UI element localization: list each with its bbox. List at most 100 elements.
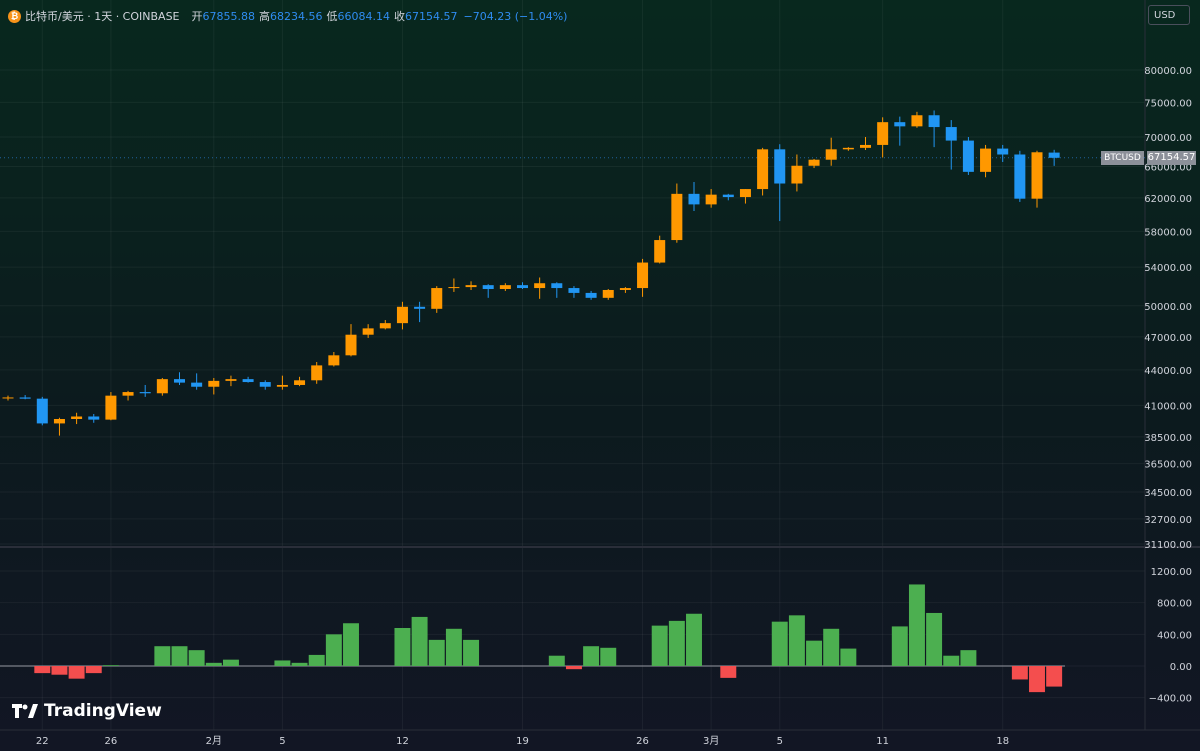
close-value: 67154.57 <box>405 9 458 23</box>
tradingview-logo[interactable]: TradingView <box>12 701 162 721</box>
candle-body <box>174 379 185 383</box>
candle-body <box>259 382 271 387</box>
price-tick-label: 34500.00 <box>1144 488 1192 499</box>
histogram-bar <box>68 666 85 679</box>
histogram-bar <box>308 654 325 666</box>
candle-body <box>568 288 580 293</box>
histogram-tick-label: 0.00 <box>1170 662 1192 673</box>
histogram-bar <box>85 666 102 674</box>
price-tick-label: 58000.00 <box>1144 227 1192 238</box>
candle-body <box>208 380 220 387</box>
candle-body <box>619 288 631 290</box>
close-label: 收 <box>394 10 405 23</box>
low-value: 66084.14 <box>337 9 391 23</box>
histogram-bar <box>325 634 342 666</box>
candle-body <box>122 392 134 396</box>
grid-lines <box>0 0 1200 731</box>
candle-body <box>105 395 117 420</box>
histogram-bar <box>565 666 582 670</box>
histogram-bar <box>154 646 171 666</box>
candle-body <box>1048 152 1060 158</box>
candle-body <box>722 194 734 198</box>
histogram-bar <box>583 646 600 666</box>
candle-body <box>448 287 460 289</box>
histogram-bar <box>102 665 119 666</box>
histogram-tick-label: 1200.00 <box>1151 567 1192 578</box>
price-tick-label: 32700.00 <box>1144 515 1192 526</box>
histogram-bar <box>188 650 205 666</box>
price-tick-label: 31100.00 <box>1144 540 1192 551</box>
candle-body <box>71 416 83 419</box>
price-tick-label: 36500.00 <box>1144 460 1192 471</box>
candle-body <box>362 328 374 335</box>
histogram-bar <box>1029 666 1045 693</box>
candle-body <box>379 323 391 329</box>
price-tick-label: 44000.00 <box>1144 366 1192 377</box>
chart-header: ₿ 比特币/美元 · 1天 · COINBASE 开 67855.88 高 6823… <box>8 8 567 24</box>
last-price-tag: 67154.57 <box>1147 151 1196 165</box>
price-tick-label: 54000.00 <box>1144 263 1192 274</box>
candle-body <box>602 289 614 298</box>
histogram-bar <box>171 646 188 666</box>
time-tick-label: 22 <box>36 736 49 747</box>
high-label: 高 <box>259 10 270 23</box>
candle-body <box>345 334 357 356</box>
histogram-tick-label: 800.00 <box>1157 599 1192 610</box>
histogram-bar <box>463 639 480 666</box>
open-label: 开 <box>191 10 203 23</box>
change-value: −704.23 (−1.04%) <box>463 9 568 23</box>
candle-body <box>860 144 871 148</box>
candle-body <box>705 194 717 205</box>
candle-body <box>36 398 48 424</box>
time-tick-label: 11 <box>876 736 889 747</box>
bitcoin-icon: ₿ <box>8 9 21 23</box>
candle-body <box>774 149 786 184</box>
candle-body <box>877 122 889 145</box>
symbol-title[interactable]: 比特币/美元 · 1天 · COINBASE <box>25 10 180 23</box>
candle-body <box>894 122 906 127</box>
time-tick-label: 5 <box>279 736 285 747</box>
histogram-bar <box>394 628 411 666</box>
histogram-bar <box>411 616 428 666</box>
histogram-bar <box>34 666 51 674</box>
time-tick-label: 3月 <box>703 735 719 747</box>
candle-body <box>499 285 511 290</box>
candle-body <box>757 149 769 190</box>
time-tick-label: 26 <box>105 736 118 747</box>
candle-body <box>294 380 306 385</box>
histogram-bar <box>428 639 445 666</box>
candle-body <box>276 384 288 387</box>
histogram-bar <box>891 626 908 666</box>
candle-body <box>88 416 100 420</box>
histogram-bar <box>651 625 668 666</box>
histogram-bar <box>943 655 960 666</box>
candle-body <box>311 365 323 381</box>
candle-body <box>945 127 957 141</box>
candlestick-series <box>2 110 1060 436</box>
price-tick-label: 66000.00 <box>1144 163 1192 174</box>
open-value: 67855.88 <box>202 9 256 23</box>
candle-body <box>654 240 666 263</box>
candle-body <box>791 165 803 184</box>
histogram-bar <box>343 623 359 666</box>
currency-button[interactable]: USD <box>1148 5 1190 25</box>
candle-body <box>671 193 683 241</box>
candle-body <box>242 379 254 383</box>
histogram-bar <box>600 647 617 666</box>
price-tick-label: 47000.00 <box>1144 333 1192 344</box>
time-tick-label: 12 <box>396 736 409 747</box>
candle-body <box>997 148 1009 155</box>
candle-body <box>2 397 14 399</box>
time-tick-label: 19 <box>516 736 529 747</box>
candle-body <box>842 147 854 150</box>
candle-body <box>328 355 340 366</box>
candle-body <box>739 189 751 198</box>
histogram-bar <box>1011 666 1028 680</box>
histogram-tick-label: −400.00 <box>1149 694 1192 705</box>
candle-body <box>414 306 426 309</box>
candle-body <box>911 115 923 127</box>
candle-body <box>1014 154 1026 199</box>
candle-body <box>688 193 700 205</box>
price-tick-label: 41000.00 <box>1144 401 1192 412</box>
